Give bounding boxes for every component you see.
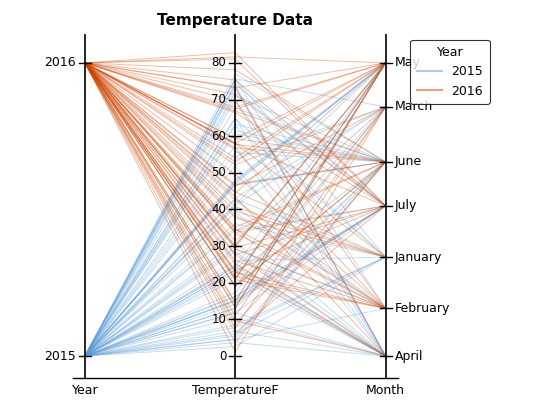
Text: January: January <box>395 251 442 264</box>
Text: 40: 40 <box>211 203 226 216</box>
Text: April: April <box>395 349 423 362</box>
Text: 2015: 2015 <box>44 349 76 362</box>
Title: Temperature Data: Temperature Data <box>157 13 313 28</box>
Text: 10: 10 <box>211 313 226 326</box>
Text: February: February <box>395 302 450 315</box>
Legend: 2015, 2016: 2015, 2016 <box>410 40 489 104</box>
Text: March: March <box>395 100 433 113</box>
Text: 2016: 2016 <box>44 56 76 69</box>
Text: 0: 0 <box>219 349 226 362</box>
Text: 30: 30 <box>212 239 226 252</box>
Text: 60: 60 <box>211 130 226 143</box>
Text: July: July <box>395 200 417 212</box>
Text: June: June <box>395 155 422 168</box>
Text: 70: 70 <box>211 93 226 106</box>
Text: 80: 80 <box>212 56 226 69</box>
Text: May: May <box>395 56 421 69</box>
Text: 50: 50 <box>212 166 226 179</box>
Text: 20: 20 <box>211 276 226 289</box>
